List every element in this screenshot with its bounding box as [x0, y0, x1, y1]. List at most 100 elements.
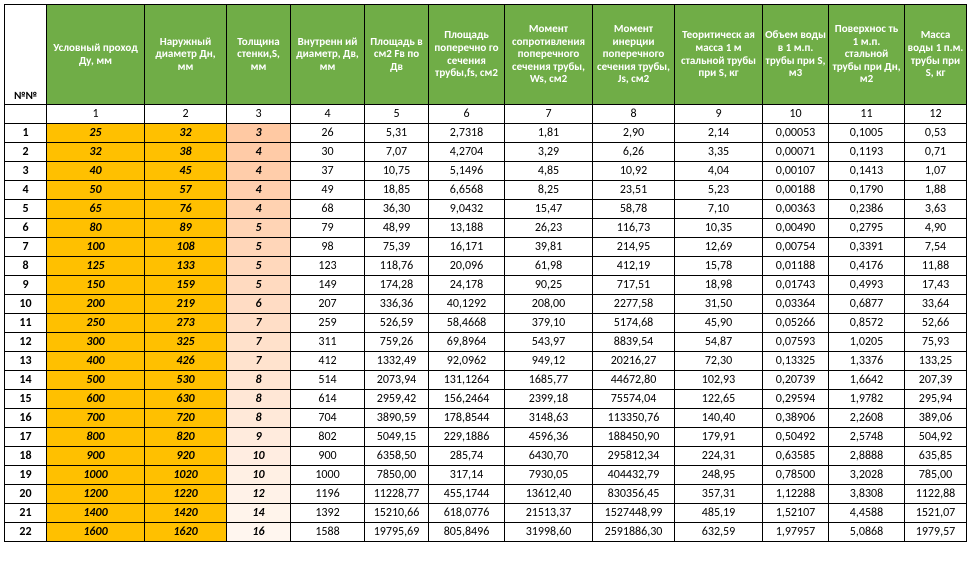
cell-r8-c8: 717,51: [593, 276, 675, 295]
cell-r20-c10: 1,52107: [763, 504, 829, 523]
cell-r12-c1: 400: [47, 352, 145, 371]
cell-r19-c6: 455,1744: [429, 485, 505, 504]
cell-r7-c5: 118,76: [365, 257, 429, 276]
cell-r14-c9: 122,65: [675, 390, 763, 409]
cell-r8-c5: 174,28: [365, 276, 429, 295]
cell-r11-c8: 8839,54: [593, 333, 675, 352]
cell-r7-c4: 123: [291, 257, 365, 276]
cell-r20-c9: 485,19: [675, 504, 763, 523]
table-row: 1340042674121332,4992,0962949,1220216,27…: [5, 352, 967, 371]
cell-r11-c4: 311: [291, 333, 365, 352]
cell-r18-c9: 248,95: [675, 466, 763, 485]
cell-r15-c5: 3890,59: [365, 409, 429, 428]
cell-r12-c12: 133,25: [905, 352, 967, 371]
cell-r16-c7: 4596,36: [505, 428, 593, 447]
col-header-4: Внутренн ий диаметр, Дв, мм: [291, 5, 365, 105]
cell-r17-c8: 295812,34: [593, 447, 675, 466]
col-header-11: Поверхнос ть 1 м.п. стальной трубы при Д…: [829, 5, 905, 105]
cell-r0-c6: 2,7318: [429, 124, 505, 143]
cell-r11-c5: 759,26: [365, 333, 429, 352]
cell-r7-c2: 133: [145, 257, 227, 276]
cell-r4-c10: 0,00363: [763, 200, 829, 219]
cell-r13-c11: 1,6642: [829, 371, 905, 390]
cell-r19-c9: 357,31: [675, 485, 763, 504]
cell-r17-c9: 224,31: [675, 447, 763, 466]
cell-r12-c10: 0,13325: [763, 352, 829, 371]
col-index-1: 1: [47, 105, 145, 124]
cell-r18-c0: 19: [5, 466, 47, 485]
col-header-2: Наружный диаметр Дн, мм: [145, 5, 227, 105]
cell-r13-c1: 500: [47, 371, 145, 390]
cell-r5-c11: 0,2795: [829, 219, 905, 238]
cell-r5-c7: 26,23: [505, 219, 593, 238]
cell-r16-c0: 17: [5, 428, 47, 447]
col-header-3: Толщина стенки,S, мм: [227, 5, 291, 105]
col-index-5: 5: [365, 105, 429, 124]
cell-r3-c3: 4: [227, 181, 291, 200]
cell-r2-c4: 37: [291, 162, 365, 181]
cell-r0-c3: 3: [227, 124, 291, 143]
table-row: 123003257311759,2669,8964543,978839,5454…: [5, 333, 967, 352]
cell-r2-c3: 4: [227, 162, 291, 181]
cell-r6-c12: 7,54: [905, 238, 967, 257]
cell-r3-c8: 23,51: [593, 181, 675, 200]
cell-r8-c1: 150: [47, 276, 145, 295]
cell-r10-c7: 379,10: [505, 314, 593, 333]
cell-r7-c7: 61,98: [505, 257, 593, 276]
cell-r0-c12: 0,53: [905, 124, 967, 143]
cell-r14-c6: 156,2464: [429, 390, 505, 409]
cell-r12-c2: 426: [145, 352, 227, 371]
cell-r1-c0: 2: [5, 143, 47, 162]
cell-r18-c11: 3,2028: [829, 466, 905, 485]
cell-r4-c0: 5: [5, 200, 47, 219]
cell-r16-c2: 820: [145, 428, 227, 447]
cell-r0-c5: 5,31: [365, 124, 429, 143]
table-row: 19100010201010007850,00317,147930,054044…: [5, 466, 967, 485]
cell-r20-c0: 21: [5, 504, 47, 523]
cell-r0-c2: 32: [145, 124, 227, 143]
cell-r10-c10: 0,05266: [763, 314, 829, 333]
cell-r16-c10: 0,50492: [763, 428, 829, 447]
table-row: 1670072087043890,59178,85443148,63113350…: [5, 409, 967, 428]
cell-r4-c7: 15,47: [505, 200, 593, 219]
cell-r14-c0: 15: [5, 390, 47, 409]
cell-r0-c4: 26: [291, 124, 365, 143]
cell-r9-c7: 208,00: [505, 295, 593, 314]
cell-r3-c11: 0,1790: [829, 181, 905, 200]
cell-r9-c10: 0,03364: [763, 295, 829, 314]
cell-r20-c3: 14: [227, 504, 291, 523]
table-row: 18900920109006358,50285,746430,70295812,…: [5, 447, 967, 466]
cell-r9-c9: 31,50: [675, 295, 763, 314]
cell-r19-c4: 1196: [291, 485, 365, 504]
cell-r7-c12: 11,88: [905, 257, 967, 276]
cell-r1-c6: 4,2704: [429, 143, 505, 162]
cell-r14-c12: 295,94: [905, 390, 967, 409]
table-row: 211400142014139215210,66618,077621513,37…: [5, 504, 967, 523]
cell-r9-c11: 0,6877: [829, 295, 905, 314]
cell-r11-c7: 543,97: [505, 333, 593, 352]
cell-r2-c5: 10,75: [365, 162, 429, 181]
cell-r17-c7: 6430,70: [505, 447, 593, 466]
cell-r19-c11: 3,8308: [829, 485, 905, 504]
cell-r4-c8: 58,78: [593, 200, 675, 219]
cell-r13-c0: 14: [5, 371, 47, 390]
cell-r9-c5: 336,36: [365, 295, 429, 314]
cell-r15-c2: 720: [145, 409, 227, 428]
col-index-4: 4: [291, 105, 365, 124]
cell-r1-c3: 4: [227, 143, 291, 162]
cell-r9-c4: 207: [291, 295, 365, 314]
cell-r20-c6: 618,0776: [429, 504, 505, 523]
cell-r21-c10: 1,97957: [763, 523, 829, 542]
cell-r7-c9: 15,78: [675, 257, 763, 276]
table-row: 1450053085142073,94131,12641685,7744672,…: [5, 371, 967, 390]
cell-r8-c4: 149: [291, 276, 365, 295]
cell-r17-c1: 900: [47, 447, 145, 466]
cell-r9-c0: 10: [5, 295, 47, 314]
cell-r12-c4: 412: [291, 352, 365, 371]
cell-r8-c10: 0,01743: [763, 276, 829, 295]
cell-r9-c8: 2277,58: [593, 295, 675, 314]
cell-r6-c6: 16,171: [429, 238, 505, 257]
cell-r17-c0: 18: [5, 447, 47, 466]
col-index-11: 11: [829, 105, 905, 124]
cell-r9-c1: 200: [47, 295, 145, 314]
